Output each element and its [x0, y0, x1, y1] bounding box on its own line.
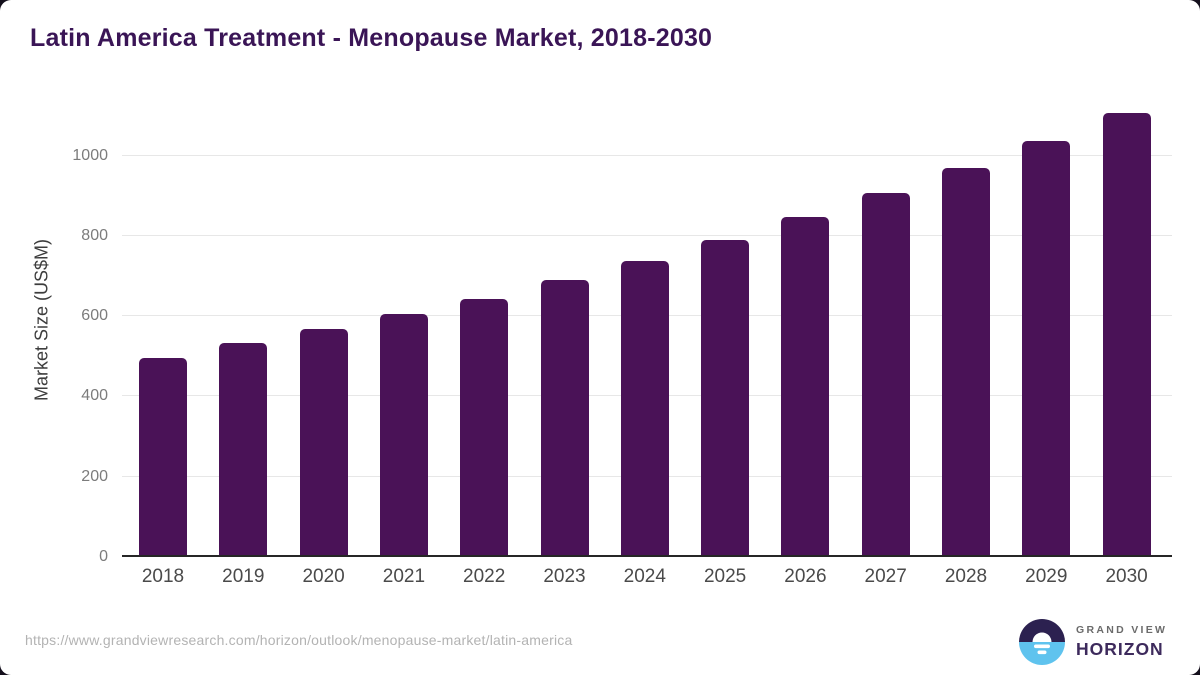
- bar-2027: [861, 193, 910, 557]
- gridline-800: [122, 234, 1172, 236]
- x-tick-2019: 2019: [222, 566, 265, 587]
- y-tick-400: 400: [81, 387, 108, 405]
- y-axis-tick-labels: 0 200 400 600 800 1000: [30, 100, 108, 566]
- chart-title: Latin America Treatment - Menopause Mark…: [30, 24, 713, 52]
- x-tick-2027: 2027: [864, 566, 907, 587]
- logo-text-top: GRAND VIEW: [1076, 624, 1168, 636]
- x-tick-2028: 2028: [944, 566, 988, 587]
- x-tick-2029: 2029: [1025, 566, 1068, 587]
- bar-2023: [540, 279, 589, 557]
- bar-2026: [781, 216, 830, 557]
- x-axis-tick-labels: 2018 2019 2020 2021 2022 2023 2024 2025 2026 2027…: [122, 566, 1172, 592]
- x-tick-2026: 2026: [784, 566, 827, 587]
- y-tick-200: 200: [81, 467, 108, 485]
- x-tick-2020: 2020: [302, 566, 345, 587]
- horizon-sunrise-circle-icon: [1019, 619, 1065, 665]
- logo-text-bottom: HORIZON: [1076, 639, 1164, 659]
- bar-2029: [1022, 141, 1071, 557]
- x-tick-2018: 2018: [141, 566, 185, 587]
- x-tick-2023: 2023: [543, 566, 586, 587]
- x-tick-2022: 2022: [463, 566, 506, 587]
- bar-2028: [942, 168, 990, 557]
- x-tick-2030: 2030: [1105, 566, 1148, 587]
- bar-2018: [139, 358, 187, 557]
- x-tick-2021: 2021: [382, 566, 426, 587]
- bar-2025: [701, 239, 750, 557]
- y-tick-1000: 1000: [72, 146, 108, 164]
- bar-2019: [219, 343, 268, 557]
- bar-2030: [1102, 112, 1151, 557]
- bar-2022: [460, 298, 509, 557]
- grand-view-horizon-logo: GRAND VIEW HORIZON: [1019, 619, 1167, 665]
- bar-2020: [299, 328, 348, 557]
- y-tick-800: 800: [81, 226, 108, 244]
- source-url: https://www.grandviewresearch.com/horizo…: [25, 632, 573, 648]
- gridline-1000: [122, 154, 1172, 156]
- x-tick-2025: 2025: [703, 566, 747, 587]
- y-tick-600: 600: [81, 307, 108, 325]
- plot-area: [122, 100, 1172, 557]
- x-axis-line: [122, 555, 1172, 557]
- bar-2024: [620, 261, 669, 557]
- logo-text: GRAND VIEW HORIZON: [1076, 624, 1167, 660]
- bar-2021: [379, 314, 428, 557]
- x-tick-2024: 2024: [623, 566, 666, 587]
- y-tick-0: 0: [99, 548, 108, 565]
